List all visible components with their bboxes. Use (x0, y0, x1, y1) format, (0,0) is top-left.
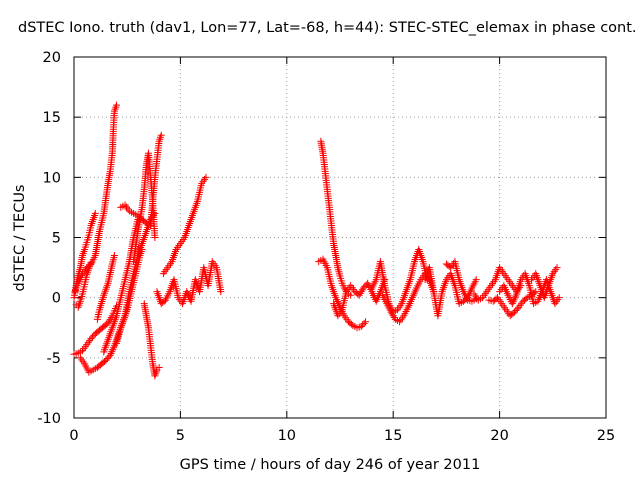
data-point (103, 355, 111, 363)
data-point (388, 310, 396, 318)
y-tick-label: 15 (43, 110, 61, 126)
data-point (387, 308, 395, 316)
data-point (522, 295, 530, 303)
data-point (91, 209, 99, 217)
data-point (359, 321, 367, 329)
data-point (389, 312, 397, 320)
x-tick-label: 0 (69, 428, 78, 444)
data-point (359, 284, 367, 292)
data-point (355, 291, 363, 299)
data-point (151, 209, 159, 217)
data-point (357, 323, 365, 331)
chart-title: dSTEC Iono. truth (dav1, Lon=77, Lat=-68… (18, 20, 640, 36)
data-point (151, 234, 159, 241)
data-point (357, 288, 365, 296)
data-point (360, 319, 368, 327)
data-point (141, 218, 149, 226)
data-point (555, 294, 563, 302)
data-point (102, 356, 110, 364)
y-tick-label: 10 (43, 170, 61, 186)
data-point (347, 291, 355, 299)
data-point (87, 259, 95, 267)
x-tick-label: 25 (597, 428, 615, 444)
x-axis-label: GPS time / hours of day 246 of year 2011 (179, 457, 481, 473)
y-tick-label: 20 (43, 50, 61, 66)
data-point (113, 101, 121, 109)
data-point (362, 318, 370, 326)
data-point (105, 353, 113, 361)
y-tick-label: 0 (52, 291, 61, 307)
data-point (202, 173, 210, 181)
data-point (532, 288, 540, 296)
data-point (356, 289, 364, 297)
data-point (510, 308, 518, 316)
y-tick-label: -5 (47, 351, 61, 367)
x-tick-label: 10 (278, 428, 296, 444)
data-point (472, 276, 480, 284)
data-point (104, 319, 112, 327)
data-point (105, 317, 113, 325)
data-point (110, 252, 118, 260)
data-point (87, 335, 95, 343)
y-tick-label: 5 (52, 231, 61, 247)
data-point (512, 307, 520, 315)
data-point (553, 264, 561, 272)
y-tick-label: -10 (37, 411, 61, 427)
data-point (445, 262, 453, 270)
data-point (157, 131, 165, 139)
data-point (217, 288, 225, 296)
x-tick-label: 15 (384, 428, 402, 444)
data-point (347, 320, 355, 328)
x-tick-label: 20 (490, 428, 508, 444)
data-point (155, 363, 163, 371)
data-point (361, 282, 369, 290)
data-point (513, 305, 521, 313)
data-point (492, 295, 500, 303)
data-point (390, 314, 398, 322)
data-point (88, 333, 96, 341)
x-tick-label: 5 (176, 428, 185, 444)
